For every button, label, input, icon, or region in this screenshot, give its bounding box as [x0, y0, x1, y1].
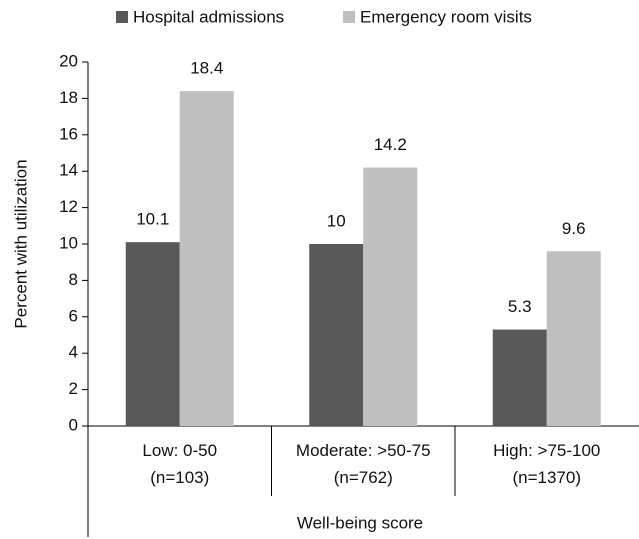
- bar: [492, 329, 547, 426]
- y-tick-label: 12: [59, 197, 78, 216]
- legend-label: Emergency room visits: [360, 7, 532, 26]
- y-tick-label: 20: [59, 51, 78, 70]
- value-label: 14.2: [374, 135, 407, 154]
- y-tick-label: 0: [69, 415, 78, 434]
- y-tick-label: 4: [69, 343, 78, 362]
- bar: [363, 167, 418, 426]
- value-label: 5.3: [508, 297, 532, 316]
- legend-label: Hospital admissions: [133, 7, 284, 26]
- y-tick-label: 2: [69, 379, 78, 398]
- y-axis-label: Percent with utilization: [11, 159, 30, 328]
- bar: [179, 91, 234, 427]
- x-tick-label: Low: 0-50 (n=103): [142, 441, 217, 487]
- value-label: 10: [327, 211, 346, 230]
- y-tick-label: 16: [59, 124, 78, 143]
- bar: [546, 251, 601, 426]
- y-tick-label: 6: [69, 306, 78, 325]
- legend-swatch: [116, 11, 128, 23]
- y-tick-label: 8: [69, 270, 78, 289]
- legend-swatch: [343, 11, 355, 23]
- y-tick-label: 10: [59, 233, 78, 252]
- y-tick-label: 18: [59, 88, 78, 107]
- x-axis-label: Well-being score: [297, 513, 423, 532]
- value-label: 9.6: [562, 219, 586, 238]
- value-label: 10.1: [136, 210, 169, 229]
- x-tick-label: High: >75-100 (n=1370): [493, 441, 600, 487]
- bar: [125, 242, 180, 426]
- y-tick-label: 14: [59, 161, 78, 180]
- bar: [309, 244, 364, 426]
- x-tick-label: Moderate: >50-75 (n=762): [296, 441, 431, 487]
- value-label: 18.4: [190, 59, 223, 78]
